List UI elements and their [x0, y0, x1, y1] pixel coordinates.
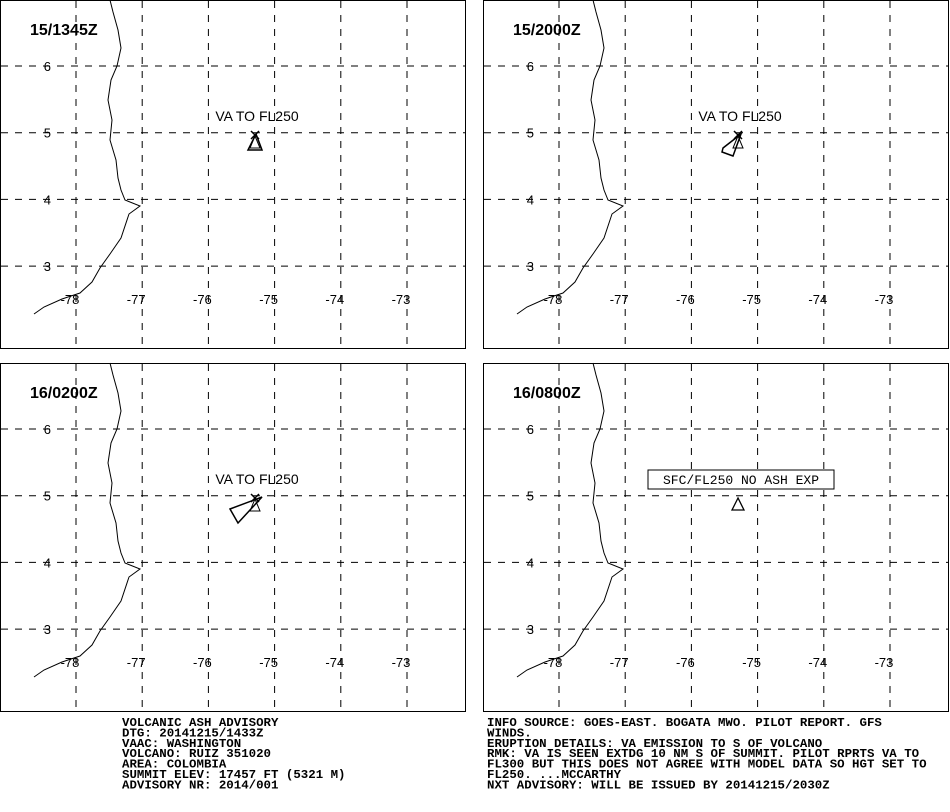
lat-label: 3	[44, 259, 51, 274]
lat-label: 3	[44, 622, 51, 637]
coastline	[516, 362, 625, 678]
lon-label: -73	[392, 655, 411, 670]
lon-label: -77	[127, 655, 146, 670]
lon-label: -75	[259, 292, 278, 307]
volcano-symbol	[732, 134, 744, 149]
advisory-line: INFO SOURCE: GOES-EAST. BOGATA MWO. PILO…	[487, 717, 882, 730]
coastline	[33, 362, 142, 678]
lon-label: -75	[742, 655, 761, 670]
advisory-line: WINDS.	[487, 727, 532, 740]
lat-label: 4	[527, 555, 534, 570]
advisory-line: SUMMIT ELEV: 17457 FT (5321 M)	[122, 769, 346, 782]
valid-time: 16/0800Z	[513, 385, 581, 402]
lat-label: 5	[44, 489, 51, 504]
lon-label: -74	[325, 292, 344, 307]
lon-label: -73	[875, 655, 894, 670]
lat-label: 6	[527, 59, 534, 74]
ash-label: VA TO FL250	[215, 471, 298, 487]
volcano-symbol	[249, 134, 261, 149]
lon-label: -76	[676, 292, 695, 307]
lon-label: -73	[392, 292, 411, 307]
valid-time: 15/1345Z	[30, 22, 98, 39]
lat-label: 5	[527, 489, 534, 504]
lat-label: 3	[527, 259, 534, 274]
advisory-line: ADVISORY NR: 2014/001	[122, 779, 279, 792]
coastline	[516, 0, 625, 315]
panel-frame	[483, 0, 949, 349]
lon-label: -78	[61, 292, 80, 307]
lat-label: 4	[44, 192, 51, 207]
coastline	[33, 0, 142, 315]
volcano-symbol	[730, 496, 746, 511]
lat-label: 6	[527, 422, 534, 437]
lon-label: -77	[610, 655, 629, 670]
advisory-line: RMK: VA IS SEEN EXTDG 10 NM S OF SUMMIT.…	[487, 748, 919, 761]
ash-label: SFC/FL250 NO ASH EXP	[663, 473, 819, 488]
advisory-line: DTG: 20141215/1433Z	[122, 727, 264, 740]
lon-label: -76	[193, 655, 212, 670]
panel-frame	[0, 363, 466, 712]
map-panel: 3 4 5 6 -78 -77 -76 -75 -74 -73 16/0200Z VA TO FL25…	[0, 362, 466, 712]
ash-label: VA TO FL250	[215, 108, 298, 124]
valid-time: 15/2000Z	[513, 22, 581, 39]
lat-label: 4	[44, 555, 51, 570]
advisory-line: VAAC: WASHINGTON	[122, 738, 241, 751]
advisory-line: NXT ADVISORY: WILL BE ISSUED BY 20141215…	[487, 779, 830, 792]
lon-label: -73	[875, 292, 894, 307]
panel-frame	[0, 0, 466, 349]
lon-label: -74	[808, 655, 827, 670]
lon-label: -76	[193, 292, 212, 307]
advisory-line: FL250. ...MCCARTHY	[487, 769, 621, 782]
lon-label: -77	[127, 292, 146, 307]
lon-label: -75	[742, 292, 761, 307]
map-panel: 3 4 5 6 -78 -77 -76 -75 -74 -73 15/2000Z VA TO FL25…	[483, 0, 949, 349]
advisory-line: VOLCANO: RUIZ 351020	[122, 748, 271, 761]
panel-frame	[483, 363, 949, 712]
label-box	[647, 469, 835, 490]
lon-label: -75	[259, 655, 278, 670]
lon-label: -76	[676, 655, 695, 670]
advisory-line: ERUPTION DETAILS: VA EMISSION TO S OF VO…	[487, 738, 822, 751]
ash-label: VA TO FL250	[698, 108, 781, 124]
advisory-line: AREA: COLOMBIA	[122, 759, 226, 772]
lat-label: 5	[44, 126, 51, 141]
lat-label: 6	[44, 422, 51, 437]
lat-label: 6	[44, 59, 51, 74]
lon-label: -78	[61, 655, 80, 670]
lon-label: -74	[808, 292, 827, 307]
advisory-line: FL300 BUT THIS DOES NOT AGREE WITH MODEL…	[487, 759, 927, 772]
lat-label: 3	[527, 622, 534, 637]
lon-label: -78	[544, 655, 563, 670]
advisory-line: VOLCANIC ASH ADVISORY	[122, 717, 279, 730]
map-panel: 3 4 5 6 -78 -77 -76 -75 -74 -73 15/1345Z VA TO FL25…	[0, 0, 466, 349]
lon-label: -77	[610, 292, 629, 307]
lon-label: -78	[544, 292, 563, 307]
volcano-symbol	[249, 497, 261, 512]
map-panel: 3 4 5 6 -78 -77 -76 -75 -74 -73 16/0800Z SFC/FL250 …	[483, 362, 949, 712]
valid-time: 16/0200Z	[30, 385, 98, 402]
lat-label: 5	[527, 126, 534, 141]
lon-label: -74	[325, 655, 344, 670]
lat-label: 4	[527, 192, 534, 207]
